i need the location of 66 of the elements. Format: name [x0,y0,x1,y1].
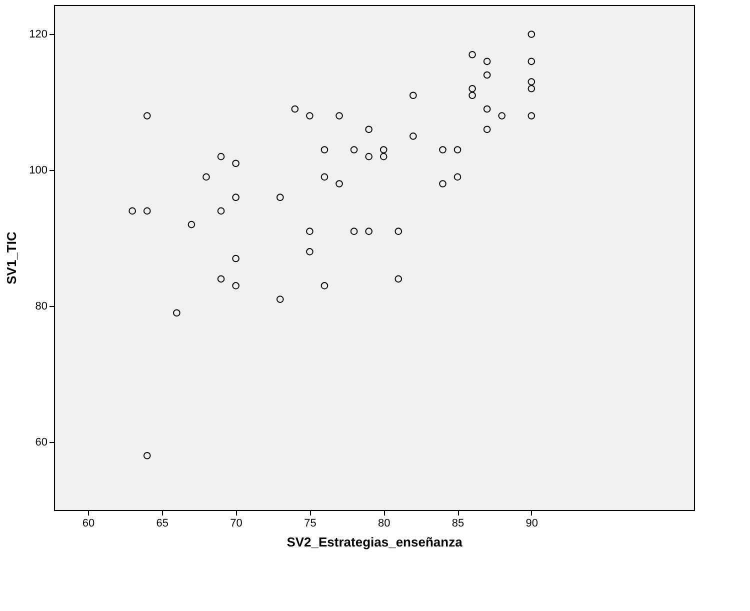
point [143,452,151,460]
point [528,58,536,66]
x-tick-label: 85 [452,518,464,530]
point [483,58,491,66]
point [217,275,225,283]
x-tick-label: 60 [82,518,95,530]
x-tick-label: 70 [230,518,242,530]
point [380,146,388,154]
point [350,146,358,154]
point [188,220,196,228]
point [291,105,299,113]
point [528,30,536,38]
point [336,112,343,120]
point [232,282,240,290]
x-tick-label: 65 [156,518,169,530]
point [217,152,225,160]
point [454,146,462,154]
point [528,112,536,120]
point [483,126,491,134]
point [306,112,314,120]
point [276,296,284,303]
point [454,173,462,181]
y-axis-title: SV1_TIC [4,231,20,284]
point [232,160,240,168]
point [528,78,536,86]
y-tick-label: 100 [29,164,48,177]
point [143,112,151,120]
point [380,152,388,160]
point [143,207,151,215]
point [394,228,402,235]
point [217,207,225,215]
y-tick-label: 80 [35,300,48,313]
point [410,132,417,140]
point [410,92,417,100]
point [320,146,328,154]
point [320,173,328,181]
point [483,105,491,113]
point [232,194,240,202]
point [173,309,180,317]
point [439,180,446,188]
point [350,228,358,235]
point [232,254,240,262]
y-tick-label: 120 [29,28,48,41]
point [468,92,476,100]
point [336,180,343,188]
point [468,84,476,92]
point [439,146,446,154]
point [394,275,402,283]
point [306,228,314,235]
point [498,112,506,120]
point [306,248,314,256]
point [202,173,210,181]
x-tick-label: 80 [378,518,390,530]
point [483,71,491,79]
point [365,152,372,160]
point [528,84,536,92]
point [276,194,284,202]
point [365,228,372,235]
point [320,282,328,290]
x-tick-label: 75 [304,518,316,530]
point [468,50,476,58]
point [128,207,136,215]
y-tick-label: 60 [35,436,48,449]
point [365,126,372,134]
x-tick-label: 90 [526,518,538,530]
x-axis-title: SV2_Estrategias_enseñanza [286,534,464,550]
